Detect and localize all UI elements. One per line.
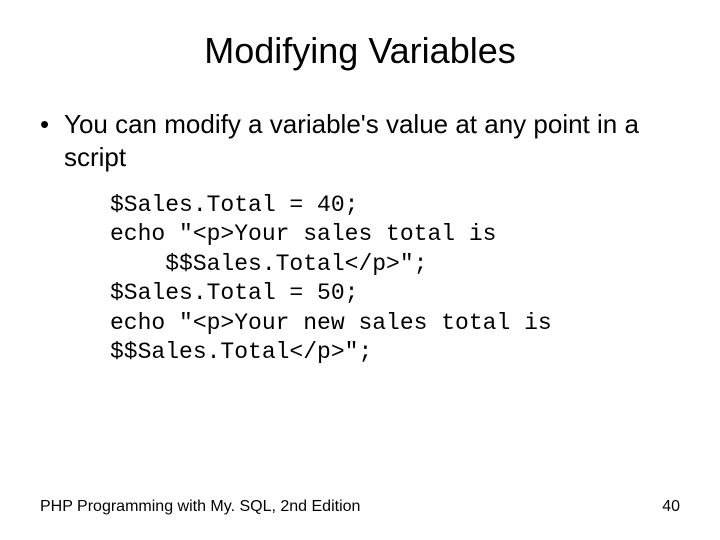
slide: Modifying Variables • You can modify a v… — [0, 0, 720, 540]
code-line: echo "<p>Your new sales total is — [110, 310, 552, 336]
code-line: $$Sales.Total</p>"; — [110, 339, 372, 365]
code-line: $Sales.Total = 50; — [110, 280, 358, 306]
code-line: echo "<p>Your sales total is — [110, 221, 496, 247]
slide-footer: PHP Programming with My. SQL, 2nd Editio… — [40, 498, 680, 516]
slide-title: Modifying Variables — [40, 30, 680, 72]
code-block: $Sales.Total = 40; echo "<p>Your sales t… — [110, 191, 680, 368]
code-line: $$Sales.Total</p>"; — [110, 251, 427, 277]
bullet-item: • You can modify a variable's value at a… — [40, 108, 680, 173]
footer-page-number: 40 — [662, 498, 680, 516]
code-line: $Sales.Total = 40; — [110, 192, 358, 218]
footer-left: PHP Programming with My. SQL, 2nd Editio… — [40, 498, 360, 516]
bullet-marker: • — [40, 108, 64, 141]
bullet-text: You can modify a variable's value at any… — [64, 108, 680, 173]
